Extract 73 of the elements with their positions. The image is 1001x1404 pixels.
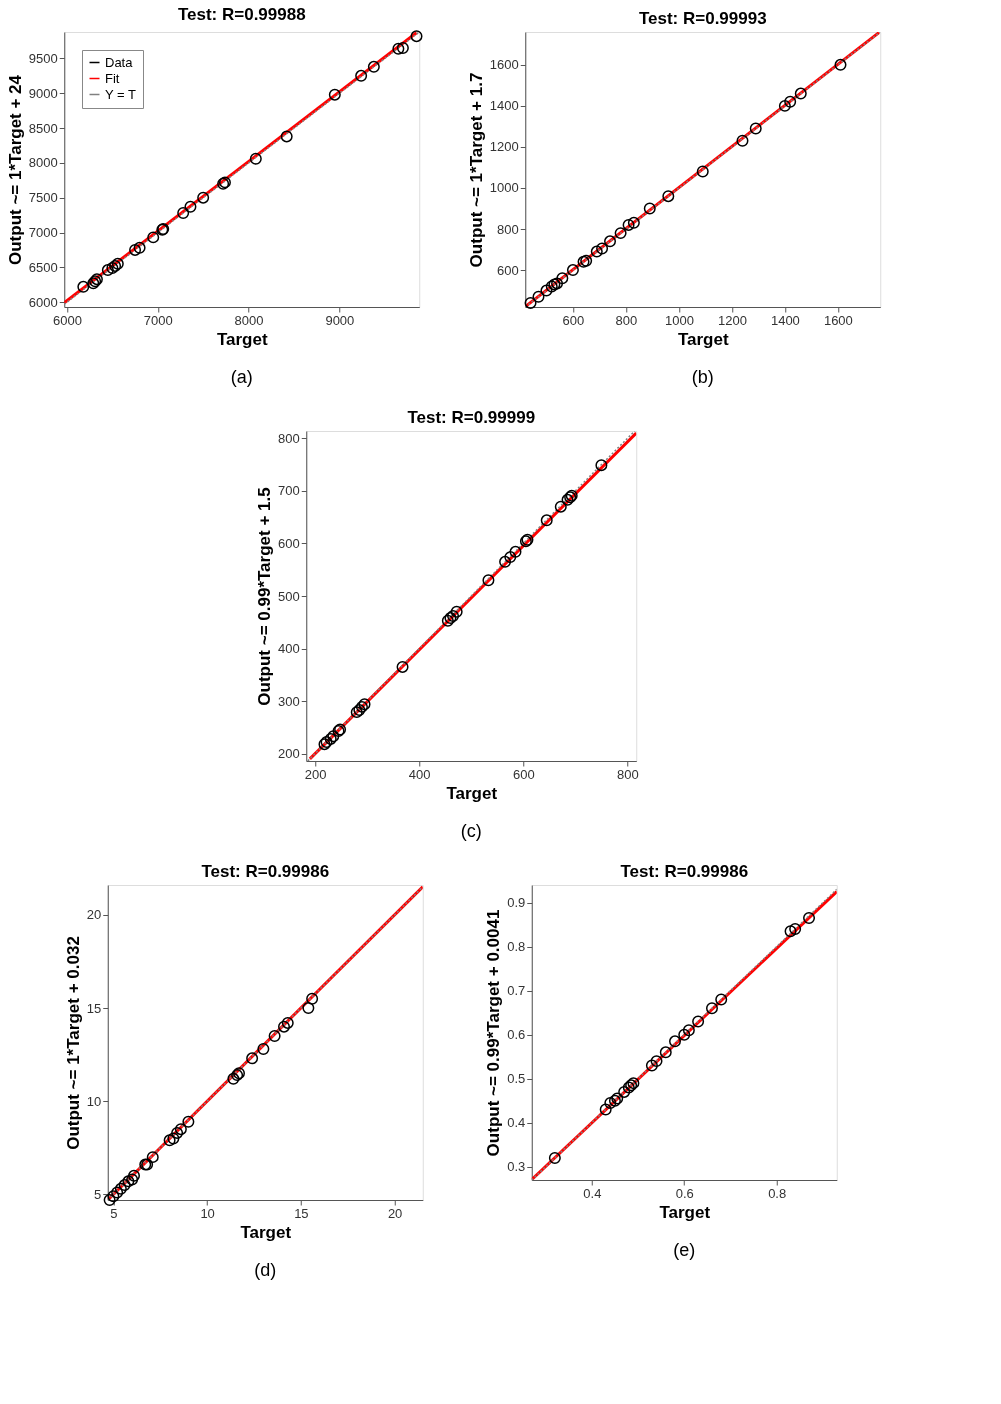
y-tick-label: 0.4: [507, 1115, 526, 1131]
x-axis-title: Target: [659, 1202, 711, 1222]
y-tick-label: 300: [278, 693, 300, 709]
text: (a): [230, 367, 253, 387]
x-tick-label: 1400: [770, 312, 800, 328]
text: (d): [254, 1260, 277, 1280]
y-tick-label: 9500: [28, 50, 58, 66]
y-tick-label: 7500: [28, 190, 58, 206]
chart-title: Test: R=0.99988: [177, 4, 306, 24]
y-tick-label: 700: [278, 483, 300, 499]
y-axis-title: Output ~= 0.99*Target + 0.0041: [484, 909, 504, 1157]
chart-title: Test: R=0.99986: [620, 862, 749, 881]
x-tick-label: 200: [304, 766, 327, 782]
x-tick-label: 5: [110, 1205, 118, 1221]
y-axis-title: Output ~= 1*Target + 1.7: [466, 72, 486, 268]
x-axis-title: Target: [216, 329, 268, 349]
y-tick-label: 200: [278, 746, 300, 762]
x-tick-label: 800: [617, 766, 639, 782]
x-tick-label: 800: [615, 312, 638, 328]
y-tick-label: 20: [86, 907, 102, 923]
legend-label: Fit: [105, 70, 120, 86]
y-tick-label: 8000: [28, 155, 58, 171]
y-tick-label: 10: [86, 1093, 102, 1109]
chart-title: Test: R=0.99993: [638, 9, 767, 28]
legend-label: Data: [105, 54, 134, 70]
y-tick-label: 800: [497, 221, 519, 237]
x-tick-label: 6000: [53, 312, 82, 328]
y-tick-label: 1000: [489, 180, 519, 196]
x-tick-label: 1600: [823, 312, 853, 328]
x-axis-title: Target: [240, 1222, 292, 1242]
y-tick-label: 7000: [28, 225, 58, 241]
chart-title: Test: R=0.99999: [407, 408, 536, 427]
text: (b): [691, 367, 714, 387]
y-tick-label: 6000: [28, 294, 58, 310]
y-tick-label: 0.5: [507, 1071, 526, 1087]
y-tick-label: 600: [278, 535, 300, 551]
y-tick-label: 1200: [489, 139, 519, 155]
y-axis-title: Output ~= 1*Target + 24: [5, 74, 25, 266]
y-tick-label: 0.7: [507, 983, 526, 999]
text: (e): [673, 1240, 696, 1260]
y-tick-label: 0.9: [507, 895, 526, 911]
x-tick-label: 10: [200, 1205, 215, 1221]
x-tick-label: 400: [408, 766, 431, 782]
y-tick-label: 8500: [28, 120, 58, 136]
text: (c): [460, 821, 482, 841]
y-axis-title: Output ~= 1*Target + 0.032: [63, 936, 83, 1150]
y-tick-label: 600: [497, 262, 519, 278]
y-tick-label: 1400: [489, 98, 519, 114]
x-axis-title: Target: [446, 783, 498, 803]
x-tick-label: 600: [562, 312, 585, 328]
x-tick-label: 1000: [664, 312, 694, 328]
x-tick-label: 7000: [143, 312, 173, 328]
y-tick-label: 800: [278, 430, 300, 446]
y-tick-label: 0.6: [507, 1027, 526, 1043]
y-tick-label: 0.8: [507, 939, 526, 955]
x-tick-label: 0.6: [675, 1185, 694, 1201]
x-tick-label: 1200: [717, 312, 747, 328]
x-tick-label: 0.8: [768, 1185, 787, 1201]
y-tick-label: 500: [278, 588, 300, 604]
x-tick-label: 8000: [234, 312, 264, 328]
x-tick-label: 0.4: [583, 1185, 602, 1201]
y-tick-label: 0.3: [507, 1159, 526, 1175]
chart-title: Test: R=0.99986: [201, 862, 330, 881]
y-tick-label: 6500: [28, 259, 58, 275]
y-tick-label: 400: [278, 641, 300, 657]
x-tick-label: 20: [387, 1205, 403, 1221]
y-tick-label: 9000: [28, 85, 58, 101]
legend-label: Y = T: [105, 86, 137, 102]
x-tick-label: 9000: [325, 312, 355, 328]
y-axis-title: Output ~= 0.99*Target + 1.5: [255, 487, 275, 706]
y-tick-label: 1600: [489, 57, 519, 73]
y-tick-label: 15: [86, 1000, 102, 1016]
x-axis-title: Target: [677, 329, 729, 349]
